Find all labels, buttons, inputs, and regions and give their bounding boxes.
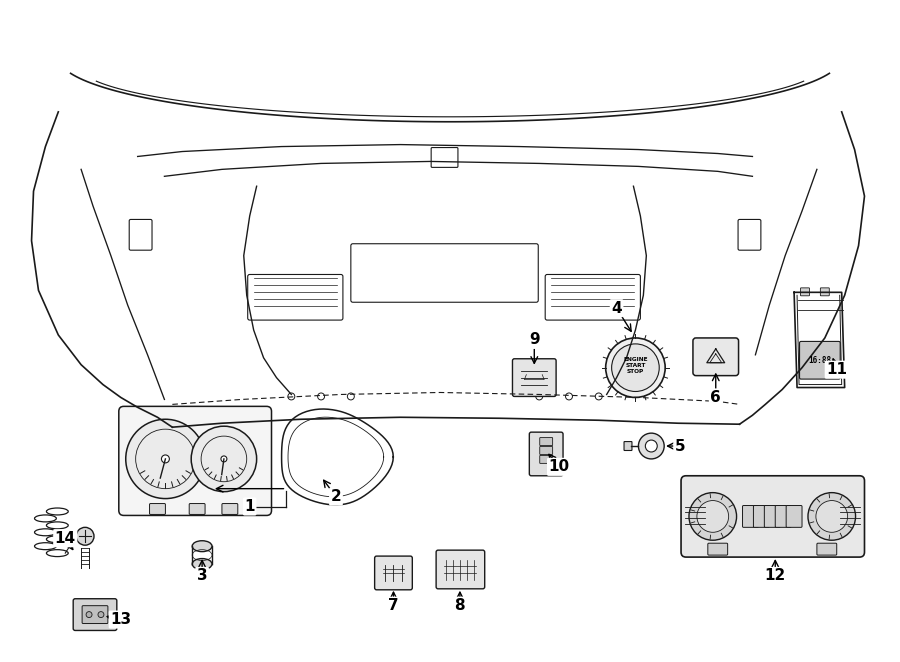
Text: 2: 2 [330,489,341,504]
FancyBboxPatch shape [624,442,632,450]
FancyBboxPatch shape [512,359,556,397]
Circle shape [191,426,256,492]
Text: 5: 5 [675,438,686,453]
Text: 10: 10 [548,459,570,475]
Text: 16:88: 16:88 [808,356,832,365]
Circle shape [645,440,657,452]
Text: ENGINE
START
STOP: ENGINE START STOP [623,357,648,375]
FancyBboxPatch shape [149,504,166,514]
Text: 9: 9 [529,332,540,348]
Circle shape [76,528,94,545]
Circle shape [161,455,169,463]
FancyBboxPatch shape [681,476,865,557]
Circle shape [697,500,729,532]
Circle shape [612,344,659,391]
Ellipse shape [193,541,212,551]
Text: 11: 11 [826,362,847,377]
FancyBboxPatch shape [707,544,728,555]
Ellipse shape [193,559,212,569]
FancyBboxPatch shape [775,506,791,528]
Text: 12: 12 [765,569,786,583]
Text: 4: 4 [611,301,622,316]
Circle shape [808,493,856,540]
Text: 3: 3 [197,569,207,583]
Text: 7: 7 [388,598,399,613]
Text: 8: 8 [454,598,465,613]
FancyBboxPatch shape [800,288,809,296]
FancyBboxPatch shape [821,288,829,296]
Text: 6: 6 [710,390,721,405]
FancyBboxPatch shape [693,338,739,375]
FancyBboxPatch shape [742,506,759,528]
Circle shape [816,500,848,532]
FancyBboxPatch shape [222,504,238,514]
Circle shape [689,493,736,540]
FancyBboxPatch shape [799,342,841,379]
FancyBboxPatch shape [189,504,205,514]
FancyBboxPatch shape [119,406,272,516]
FancyBboxPatch shape [436,550,485,589]
Circle shape [638,433,664,459]
FancyBboxPatch shape [540,447,553,454]
FancyBboxPatch shape [817,544,837,555]
FancyBboxPatch shape [753,506,770,528]
Text: 14: 14 [55,531,76,545]
FancyBboxPatch shape [764,506,780,528]
Circle shape [126,419,205,498]
FancyBboxPatch shape [73,598,117,630]
FancyBboxPatch shape [540,455,553,463]
Circle shape [606,338,665,397]
Circle shape [220,456,227,462]
Text: 1: 1 [245,499,255,514]
Circle shape [86,612,92,618]
FancyBboxPatch shape [82,606,108,624]
FancyBboxPatch shape [374,556,412,590]
Circle shape [98,612,104,618]
Text: 13: 13 [110,612,131,627]
FancyBboxPatch shape [540,438,553,446]
FancyBboxPatch shape [529,432,563,476]
FancyBboxPatch shape [787,506,802,528]
